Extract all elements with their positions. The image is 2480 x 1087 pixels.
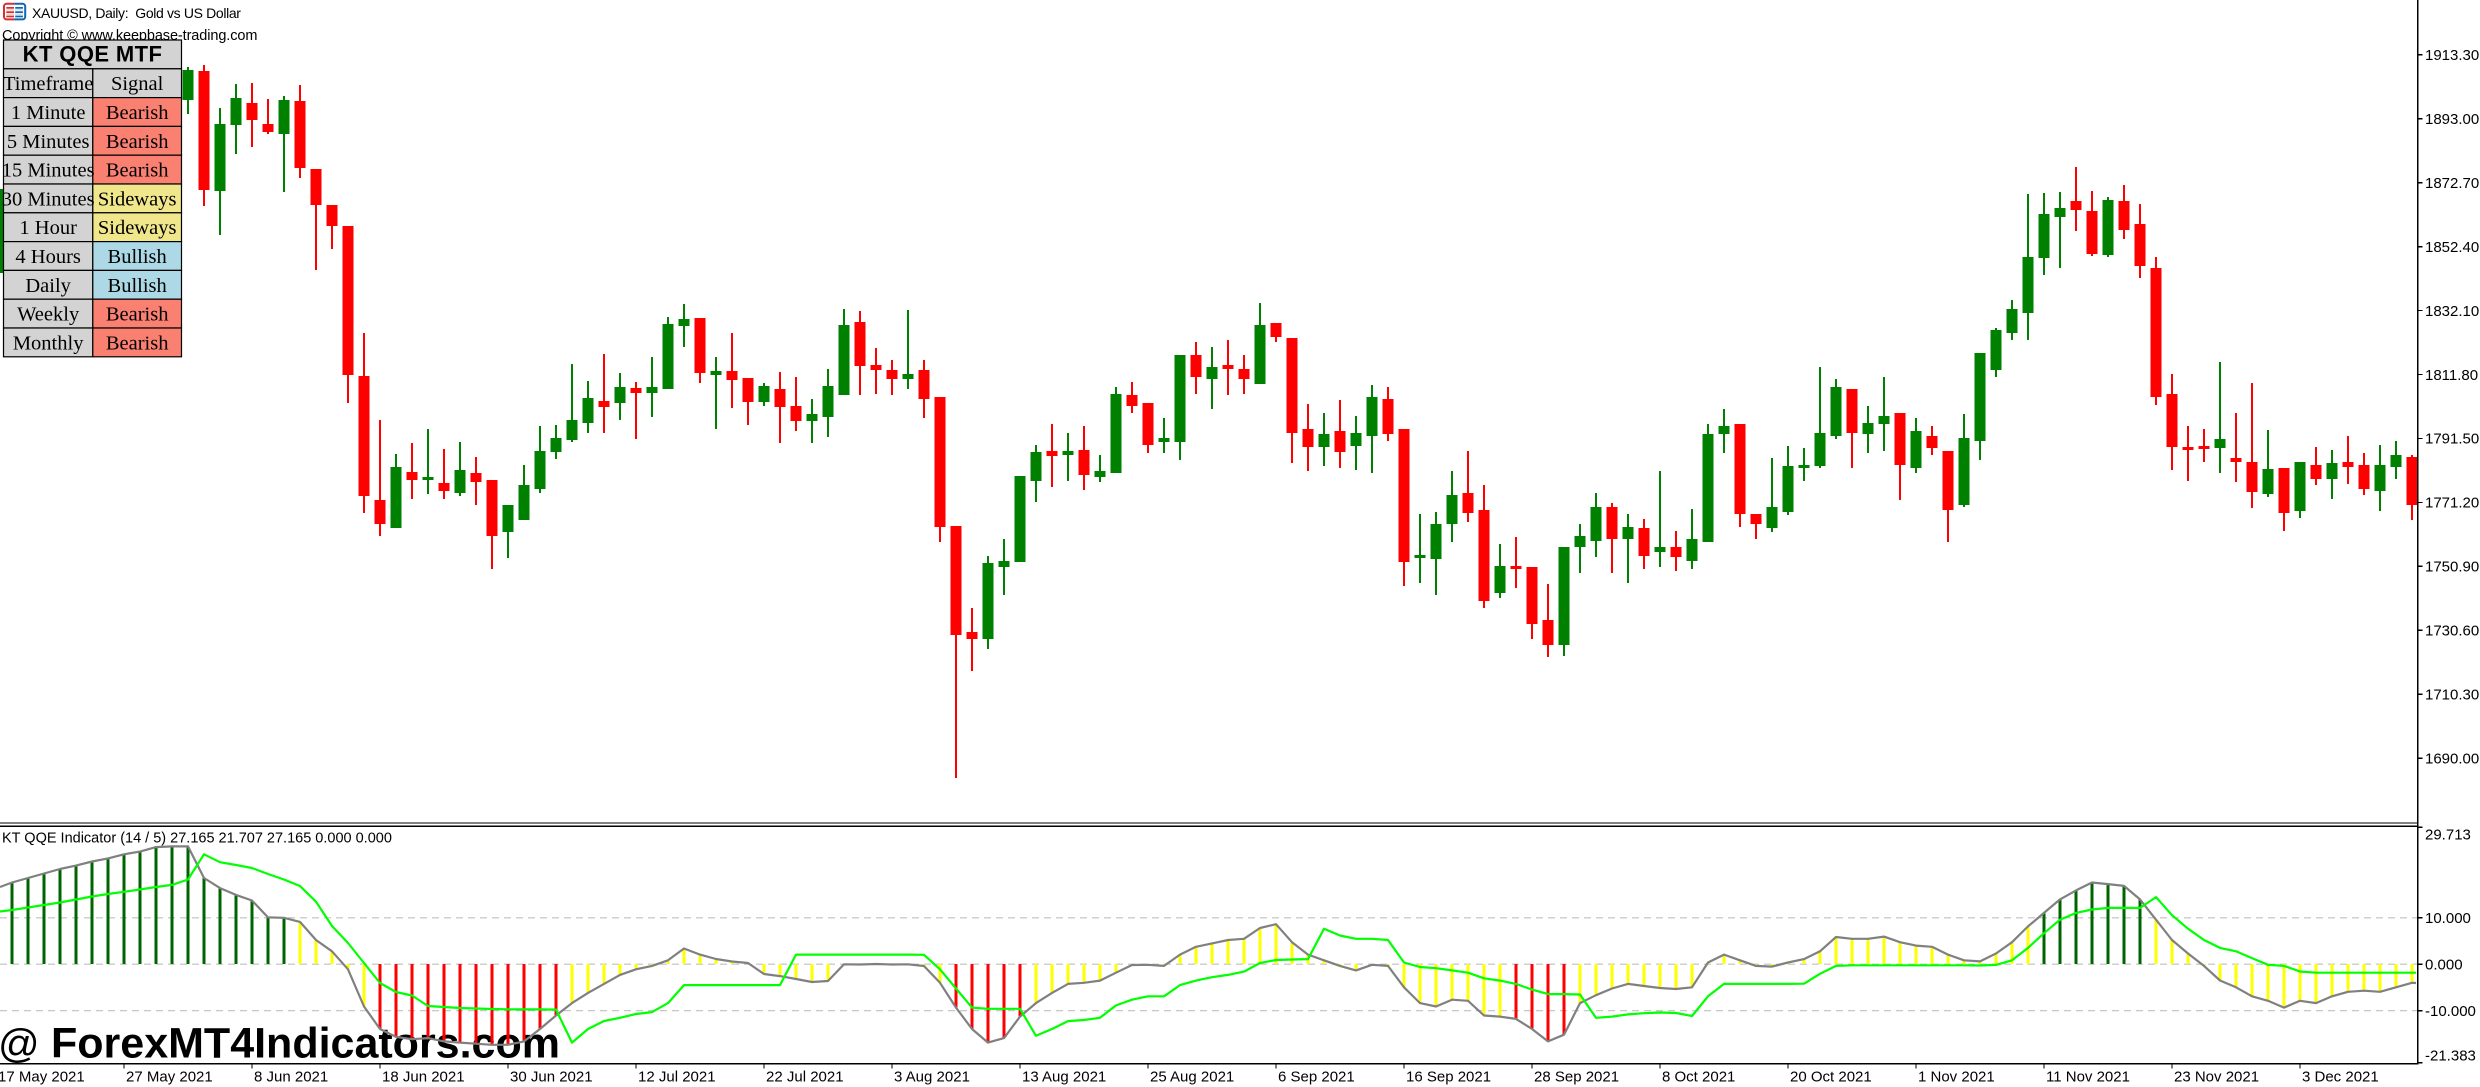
svg-text:Weekly: Weekly: [17, 304, 80, 326]
svg-text:Bullish: Bullish: [108, 246, 167, 268]
svg-text:3 Dec 2021: 3 Dec 2021: [2302, 1069, 2379, 1086]
svg-text:1690.00: 1690.00: [2425, 750, 2479, 767]
svg-text:1872.70: 1872.70: [2425, 175, 2479, 192]
svg-text:Bearish: Bearish: [106, 131, 169, 153]
svg-text:Bearish: Bearish: [106, 332, 169, 354]
svg-text:1 Minute: 1 Minute: [11, 102, 86, 124]
svg-text:3 Aug 2021: 3 Aug 2021: [894, 1069, 970, 1086]
svg-text:6 Sep 2021: 6 Sep 2021: [1278, 1069, 1355, 1086]
svg-text:Bearish: Bearish: [106, 304, 169, 326]
svg-text:10.000: 10.000: [2425, 910, 2471, 927]
svg-text:1771.20: 1771.20: [2425, 495, 2479, 512]
svg-text:30 Jun 2021: 30 Jun 2021: [510, 1069, 593, 1086]
svg-text:16 Sep 2021: 16 Sep 2021: [1406, 1069, 1491, 1086]
svg-text:KT QQE MTF: KT QQE MTF: [23, 41, 163, 66]
svg-text:4 Hours: 4 Hours: [15, 246, 81, 268]
svg-text:Bearish: Bearish: [106, 160, 169, 182]
svg-text:XAUUSD, Daily: Gold vs US Dol: XAUUSD, Daily: Gold vs US Dollar: [32, 5, 241, 21]
svg-text:22 Jul 2021: 22 Jul 2021: [766, 1069, 844, 1086]
svg-text:1893.00: 1893.00: [2425, 111, 2479, 128]
svg-text:12 Jul 2021: 12 Jul 2021: [638, 1069, 716, 1086]
svg-text:28 Sep 2021: 28 Sep 2021: [1534, 1069, 1619, 1086]
svg-text:1791.50: 1791.50: [2425, 431, 2479, 448]
svg-text:18 Jun 2021: 18 Jun 2021: [382, 1069, 465, 1086]
svg-text:5 Minutes: 5 Minutes: [7, 131, 90, 153]
svg-text:1750.90: 1750.90: [2425, 559, 2479, 576]
svg-text:13 Aug 2021: 13 Aug 2021: [1022, 1069, 1106, 1086]
svg-text:Signal: Signal: [111, 73, 164, 95]
svg-text:-21.383: -21.383: [2425, 1048, 2476, 1065]
svg-text:KT QQE Indicator (14 / 5) 27.1: KT QQE Indicator (14 / 5) 27.165 21.707 …: [2, 831, 392, 847]
svg-text:1 Nov 2021: 1 Nov 2021: [1918, 1069, 1995, 1086]
svg-text:8 Jun 2021: 8 Jun 2021: [254, 1069, 328, 1086]
svg-text:15 Minutes: 15 Minutes: [2, 160, 95, 182]
svg-text:Timeframe: Timeframe: [3, 73, 93, 95]
svg-text:1832.10: 1832.10: [2425, 303, 2479, 320]
svg-text:1811.80: 1811.80: [2425, 367, 2478, 384]
svg-text:17 May 2021: 17 May 2021: [0, 1069, 85, 1086]
svg-text:1913.30: 1913.30: [2425, 47, 2479, 64]
svg-text:11 Nov 2021: 11 Nov 2021: [2046, 1069, 2130, 1086]
svg-text:1852.40: 1852.40: [2425, 239, 2479, 256]
svg-text:8 Oct 2021: 8 Oct 2021: [1662, 1069, 1735, 1086]
svg-text:Bullish: Bullish: [108, 275, 167, 297]
svg-text:29.713: 29.713: [2425, 827, 2471, 844]
svg-text:Sideways: Sideways: [98, 188, 177, 210]
svg-text:1730.60: 1730.60: [2425, 623, 2479, 640]
svg-text:25 Aug 2021: 25 Aug 2021: [1150, 1069, 1234, 1086]
svg-text:1710.30: 1710.30: [2425, 687, 2479, 704]
svg-text:30 Minutes: 30 Minutes: [2, 188, 95, 210]
svg-text:0.000: 0.000: [2425, 957, 2463, 974]
svg-text:27 May 2021: 27 May 2021: [126, 1069, 213, 1086]
svg-text:1 Hour: 1 Hour: [19, 217, 77, 239]
svg-text:20 Oct 2021: 20 Oct 2021: [1790, 1069, 1872, 1086]
svg-text:Bearish: Bearish: [106, 102, 169, 124]
svg-text:Daily: Daily: [25, 275, 71, 297]
svg-text:-10.000: -10.000: [2425, 1003, 2476, 1020]
svg-text:Monthly: Monthly: [13, 332, 84, 354]
svg-text:Sideways: Sideways: [98, 217, 177, 239]
svg-text:23 Nov 2021: 23 Nov 2021: [2174, 1069, 2259, 1086]
